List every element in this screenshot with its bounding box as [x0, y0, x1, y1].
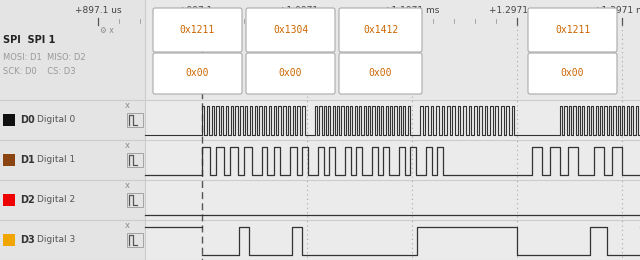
- Text: D2: D2: [20, 195, 35, 205]
- Text: 0x00: 0x00: [561, 68, 584, 79]
- FancyBboxPatch shape: [528, 53, 617, 94]
- Text: 0x00: 0x00: [186, 68, 209, 79]
- Text: 0x00: 0x00: [279, 68, 302, 79]
- Bar: [0, 140, 640, 180]
- Bar: [127, 153, 143, 167]
- Bar: [3, 114, 15, 126]
- Text: D3: D3: [20, 235, 35, 245]
- Text: Digital 0: Digital 0: [37, 115, 76, 125]
- Bar: [0, 0, 640, 100]
- Text: x: x: [125, 101, 129, 110]
- Text: +1.1971 ms: +1.1971 ms: [384, 6, 440, 15]
- Text: +997.1 us: +997.1 us: [179, 6, 225, 15]
- FancyBboxPatch shape: [246, 8, 335, 52]
- Text: Digital 2: Digital 2: [37, 196, 75, 205]
- Bar: [0, 100, 640, 140]
- Text: x: x: [125, 222, 129, 231]
- Bar: [0, 180, 640, 220]
- FancyBboxPatch shape: [246, 53, 335, 94]
- Bar: [0, 0, 145, 260]
- Bar: [3, 234, 15, 246]
- Bar: [0, 220, 640, 260]
- Bar: [127, 233, 143, 247]
- Text: 0x00: 0x00: [369, 68, 392, 79]
- Bar: [3, 154, 15, 166]
- Text: 0x1304: 0x1304: [273, 25, 308, 35]
- Text: MOSI: D1  MISO: D2: MOSI: D1 MISO: D2: [3, 54, 86, 62]
- FancyBboxPatch shape: [528, 8, 617, 52]
- Text: SCK: D0    CS: D3: SCK: D0 CS: D3: [3, 68, 76, 76]
- Text: +1.3971 ms: +1.3971 ms: [595, 6, 640, 15]
- Text: +1.0971 ms: +1.0971 ms: [279, 6, 335, 15]
- Text: 0x1412: 0x1412: [363, 25, 398, 35]
- FancyBboxPatch shape: [153, 8, 242, 52]
- Text: D1: D1: [20, 155, 35, 165]
- FancyBboxPatch shape: [339, 8, 422, 52]
- Text: Digital 3: Digital 3: [37, 236, 76, 244]
- Text: D0: D0: [20, 115, 35, 125]
- FancyBboxPatch shape: [153, 53, 242, 94]
- Bar: [3, 194, 15, 206]
- Text: +897.1 us: +897.1 us: [75, 6, 122, 15]
- Text: ⚙ x: ⚙ x: [100, 25, 114, 35]
- Text: 0x1211: 0x1211: [180, 25, 215, 35]
- Text: SPI  SPI 1: SPI SPI 1: [3, 35, 56, 45]
- Text: Digital 1: Digital 1: [37, 155, 76, 165]
- Text: 0x1211: 0x1211: [555, 25, 590, 35]
- Text: +1.2971 ms: +1.2971 ms: [490, 6, 545, 15]
- Text: x: x: [125, 181, 129, 191]
- Bar: [127, 193, 143, 207]
- Bar: [127, 113, 143, 127]
- FancyBboxPatch shape: [339, 53, 422, 94]
- Text: x: x: [125, 141, 129, 151]
